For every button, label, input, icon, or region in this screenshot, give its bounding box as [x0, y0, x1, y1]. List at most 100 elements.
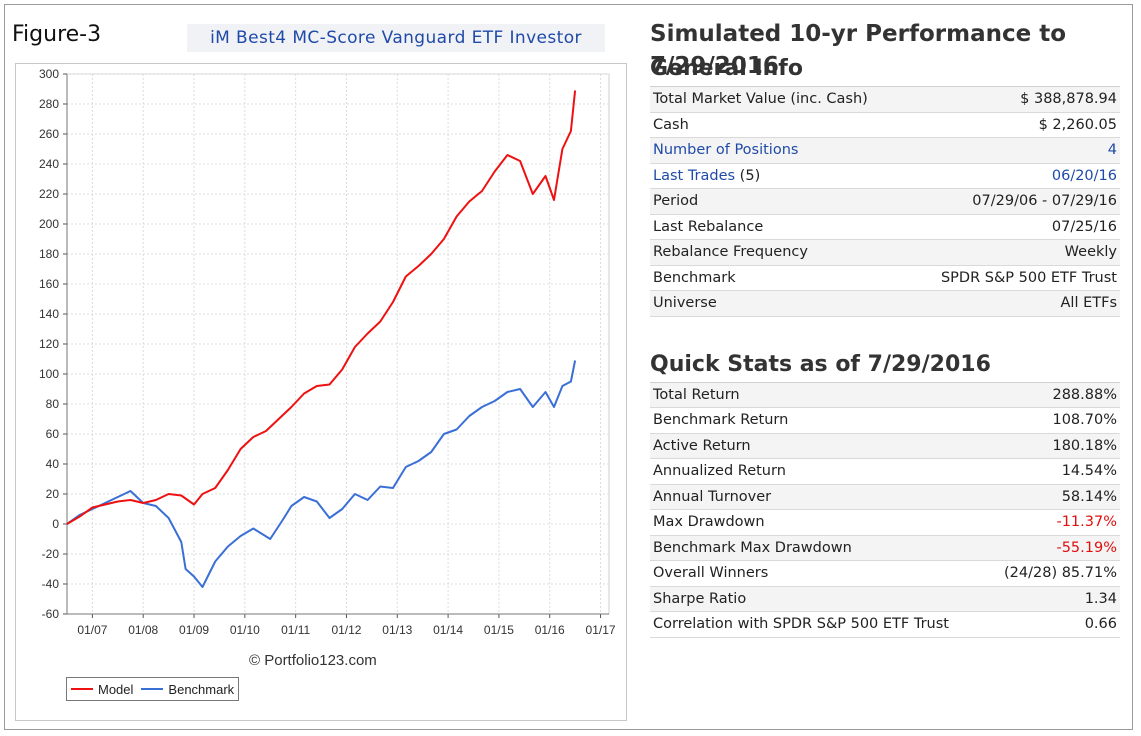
general-info-table: Total Market Value (inc. Cash) $ 388,878… [650, 86, 1120, 317]
x-tick-label: 01/08 [128, 623, 158, 637]
x-tick-label: 01/11 [281, 623, 310, 637]
table-row: Annual Turnover 58.14% [650, 484, 1120, 510]
legend-swatch-benchmark [141, 688, 164, 690]
performance-chart: 3002802602402202001801601401201008060402… [39, 67, 616, 637]
stats-panel: Simulated 10-yr Performance to 7/29/2016… [650, 18, 1120, 638]
x-tick-label: 01/10 [230, 623, 260, 637]
row-label: Benchmark Max Drawdown [650, 535, 988, 561]
table-row: Last Rebalance 07/25/16 [650, 214, 1120, 240]
row-value: Weekly [907, 239, 1120, 266]
x-tick-label: 01/09 [179, 623, 209, 637]
y-tick-label: 220 [39, 187, 59, 201]
y-tick-label: 180 [39, 247, 59, 261]
chart-legend: Model Benchmark [66, 677, 240, 701]
number-of-positions-link[interactable]: Number of Positions [650, 137, 908, 164]
last-trades-cell: Last Trades (5) [650, 163, 908, 189]
row-value: 1.34 [987, 586, 1120, 612]
legend-item-model: Model [71, 682, 133, 697]
row-value: 288.88% [987, 381, 1120, 408]
y-tick-label: -20 [42, 547, 60, 561]
x-tick-label: 01/12 [331, 623, 361, 637]
row-value: 180.18% [987, 433, 1120, 459]
table-row: Active Return 180.18% [650, 433, 1120, 459]
chart-panel [15, 63, 627, 721]
row-label: Sharpe Ratio [650, 586, 988, 612]
row-label: Annualized Return [650, 458, 988, 485]
row-value: 58.14% [987, 484, 1120, 510]
figure-label: Figure-3 [12, 22, 102, 47]
x-tick-label: 01/17 [586, 623, 616, 637]
y-tick-label: -40 [42, 577, 60, 591]
quick-stats-table: Total Return 288.88% Benchmark Return 10… [650, 381, 1120, 638]
table-row: Last Trades (5) 06/20/16 [650, 163, 1120, 189]
figure-title: iM Best4 MC-Score Vanguard ETF Investor [187, 24, 605, 52]
y-tick-label: 100 [39, 367, 59, 381]
plot-area [66, 73, 610, 615]
row-label: Total Return [650, 381, 988, 408]
table-row: Benchmark SPDR S&P 500 ETF Trust [650, 265, 1120, 291]
row-label: Last Rebalance [650, 214, 908, 240]
row-label: Correlation with SPDR S&P 500 ETF Trust [650, 611, 988, 638]
y-tick-label: 60 [46, 427, 60, 441]
row-label: Rebalance Frequency [650, 239, 908, 266]
x-tick-label: 01/15 [484, 623, 514, 637]
y-tick-label: -60 [42, 607, 60, 621]
x-tick-label: 01/16 [535, 623, 565, 637]
legend-label-model: Model [98, 681, 134, 697]
row-value: 07/29/06 - 07/29/16 [907, 188, 1120, 215]
row-value: 14.54% [987, 458, 1120, 485]
x-tick-label: 01/07 [77, 623, 107, 637]
row-label: Max Drawdown [650, 509, 988, 536]
row-value: (24/28) 85.71% [987, 560, 1120, 587]
row-value: -11.37% [987, 509, 1120, 536]
row-label: Benchmark Return [650, 407, 988, 434]
row-value: 07/25/16 [907, 214, 1120, 240]
table-row: Annualized Return 14.54% [650, 458, 1120, 485]
row-label: Cash [650, 112, 908, 138]
y-tick-label: 120 [39, 337, 59, 351]
x-tick-label: 01/14 [433, 623, 463, 637]
row-value: 108.70% [987, 407, 1120, 434]
y-tick-label: 240 [39, 157, 59, 171]
table-row: Sharpe Ratio 1.34 [650, 586, 1120, 612]
row-value: $ 2,260.05 [907, 112, 1120, 138]
y-tick-label: 160 [39, 277, 59, 291]
y-tick-label: 80 [46, 397, 60, 411]
y-tick-label: 300 [39, 67, 59, 81]
legend-swatch-model [71, 688, 93, 690]
table-row: Total Return 288.88% [650, 381, 1120, 408]
table-row: Correlation with SPDR S&P 500 ETF Trust … [650, 611, 1120, 638]
row-label: Overall Winners [650, 560, 988, 587]
table-row: Cash $ 2,260.05 [650, 112, 1120, 138]
last-trades-date-link[interactable]: 06/20/16 [907, 163, 1120, 189]
performance-heading: Simulated 10-yr Performance to 7/29/2016 [650, 21, 1066, 79]
legend-item-benchmark: Benchmark [141, 682, 234, 697]
table-row: Max Drawdown -11.37% [650, 509, 1120, 536]
table-row: Benchmark Return 108.70% [650, 407, 1120, 434]
x-tick-label: 01/13 [382, 623, 412, 637]
row-label: Period [650, 188, 908, 215]
y-tick-label: 40 [46, 457, 60, 471]
legend-label-benchmark: Benchmark [168, 681, 235, 697]
row-value: SPDR S&P 500 ETF Trust [907, 265, 1120, 291]
table-row: Benchmark Max Drawdown -55.19% [650, 535, 1120, 561]
row-value: $ 388,878.94 [907, 86, 1120, 113]
last-trades-link[interactable]: Last Trades [653, 167, 736, 184]
table-row: Total Market Value (inc. Cash) $ 388,878… [650, 86, 1120, 113]
y-tick-label: 280 [39, 97, 59, 111]
row-label: Active Return [650, 433, 988, 459]
table-row: Overall Winners (24/28) 85.71% [650, 560, 1120, 587]
series-line-benchmark [66, 360, 577, 588]
table-row: Period 07/29/06 - 07/29/16 [650, 188, 1120, 215]
table-row: Rebalance Frequency Weekly [650, 239, 1120, 266]
y-tick-label: 20 [46, 487, 60, 501]
quick-stats-title: Quick Stats as of 7/29/2016 [650, 351, 991, 377]
series-line-model [66, 90, 577, 525]
y-tick-label: 260 [39, 127, 59, 141]
y-tick-label: 0 [52, 517, 59, 531]
row-value: 0.66 [987, 611, 1120, 638]
general-info-title: General Info [650, 56, 803, 81]
table-row: Number of Positions 4 [650, 137, 1120, 164]
number-of-positions-value-link[interactable]: 4 [907, 137, 1120, 164]
row-value: All ETFs [907, 290, 1120, 317]
